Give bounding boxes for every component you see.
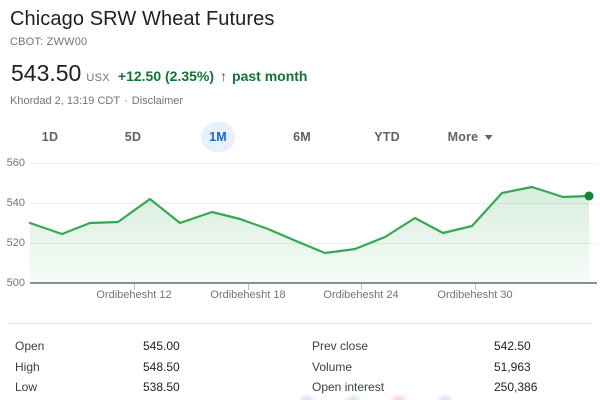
stat-label: High (15, 360, 40, 374)
series-line (28, 185, 591, 255)
x-axis-label: Ordibehesht 24 (323, 289, 399, 301)
cropped-bottom-artifact (300, 396, 314, 400)
tab-5d[interactable]: 5D (117, 122, 149, 152)
stat-label: Prev close (312, 339, 369, 353)
stat-value: 51,963 (494, 360, 531, 374)
y-axis-label: 560 (6, 157, 25, 169)
stat-value: 538.50 (143, 380, 180, 394)
gridline-560 (30, 163, 597, 164)
stat-label: Low (15, 380, 38, 394)
tab-1m[interactable]: 1M (201, 122, 235, 152)
cropped-bottom-artifact (438, 396, 452, 400)
gridline-540 (30, 203, 597, 204)
tab-more-label: More (447, 130, 479, 144)
series-area (30, 187, 589, 283)
x-axis-tick (475, 284, 476, 290)
quote-timestamp-row: Khordad 2, 13:19 CDT · Disclaimer (10, 95, 183, 107)
price-change: +12.50 (2.35%) (117, 68, 215, 84)
latest-price-marker (584, 191, 594, 201)
chevron-down-icon (484, 134, 493, 140)
stat-value: 542.50 (494, 339, 531, 353)
stat-label: Volume (312, 360, 353, 374)
stat-value: 545.00 (143, 339, 180, 353)
exchange-ticker: CBOT: ZWW00 (10, 36, 88, 48)
stat-value: 250,386 (494, 380, 538, 394)
stat-label: Open (15, 339, 45, 353)
x-axis-tick (361, 284, 362, 290)
tab-ytd[interactable]: YTD (366, 122, 408, 152)
x-axis-label: Ordibehesht 18 (210, 289, 286, 301)
x-axis-tick (134, 284, 135, 290)
y-axis-label: 500 (6, 277, 25, 289)
up-arrow-icon: ↑ (220, 68, 228, 84)
price-row: 543.50 USX +12.50 (2.35%) ↑ past month (11, 60, 307, 87)
tab-1d[interactable]: 1D (34, 122, 66, 152)
disclaimer-link[interactable]: Disclaimer (131, 95, 184, 107)
y-axis-label: 540 (6, 197, 25, 209)
stats-divider (8, 323, 592, 324)
x-axis-label: Ordibehesht 12 (96, 289, 172, 301)
quote-timestamp: Khordad 2, 13:19 CDT (10, 95, 121, 107)
tab-more[interactable]: More (440, 122, 501, 152)
current-price: 543.50 (11, 60, 82, 86)
page-title: Chicago SRW Wheat Futures (10, 8, 275, 30)
gridline-520 (30, 243, 597, 244)
cropped-bottom-artifact (392, 396, 406, 400)
cropped-bottom-artifact (346, 396, 360, 400)
y-axis-label: 520 (6, 237, 25, 249)
stat-value: 548.50 (143, 360, 180, 374)
tab-6m[interactable]: 6M (285, 122, 319, 152)
x-axis-label: Ordibehesht 30 (437, 289, 513, 301)
time-range-tabbar: 1D 5D 1M 6M YTD More (0, 122, 600, 152)
change-period: past month (232, 68, 308, 84)
x-axis-tick (248, 284, 249, 290)
currency-unit: USX (86, 72, 110, 84)
dot-separator: · (124, 95, 128, 107)
stat-label: Open interest (312, 380, 385, 394)
